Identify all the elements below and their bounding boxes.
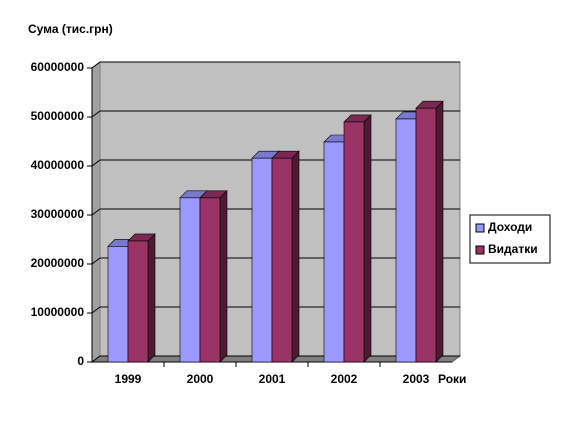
grid-line	[91, 257, 101, 265]
bar-side	[219, 190, 228, 363]
axis-title: Сума (тис.грн)	[28, 22, 113, 36]
bar-front	[107, 246, 129, 363]
x-tick-label: 2001	[259, 372, 286, 386]
bar-front	[179, 197, 201, 363]
y-tick-label: 10000000	[31, 305, 85, 319]
y-tick-label: 0	[77, 354, 84, 368]
bar	[271, 150, 300, 363]
y-tick-label: 50000000	[31, 109, 85, 123]
y-tick-label: 30000000	[31, 207, 85, 221]
bar	[199, 190, 228, 363]
legend-label: Доходи	[488, 220, 532, 234]
grid-line	[91, 306, 101, 314]
bar-front	[251, 157, 273, 363]
y-tick-label: 20000000	[31, 256, 85, 270]
x-tick-label: 2003	[403, 372, 430, 386]
grid-line	[91, 208, 101, 216]
bar-side	[363, 114, 372, 363]
bar-side	[435, 100, 444, 363]
bar	[415, 100, 444, 363]
bar-front	[415, 107, 437, 363]
bar-front	[395, 118, 417, 363]
x-tick-label: 2002	[331, 372, 358, 386]
y-tick-label: 40000000	[31, 158, 85, 172]
legend-box	[469, 214, 551, 264]
bar-front	[271, 157, 293, 363]
bar-side	[291, 150, 300, 363]
y-tick-label: 60000000	[31, 60, 85, 74]
legend-label: Видатки	[488, 242, 538, 256]
bar-front	[127, 240, 149, 363]
x-axis-title: Роки	[438, 372, 466, 386]
x-tick-label: 1999	[115, 372, 142, 386]
legend-swatch	[475, 245, 485, 255]
x-tick-label: 2000	[187, 372, 214, 386]
bar-front	[343, 121, 365, 363]
bar-front	[199, 197, 221, 363]
bar-front	[323, 141, 345, 363]
grid-line	[91, 61, 101, 69]
bar-side	[147, 233, 156, 363]
legend-swatch	[475, 223, 485, 233]
bar	[127, 233, 156, 363]
grid-line	[91, 159, 101, 167]
bar	[343, 114, 372, 363]
grid-line	[91, 355, 101, 363]
grid-line	[91, 110, 101, 118]
